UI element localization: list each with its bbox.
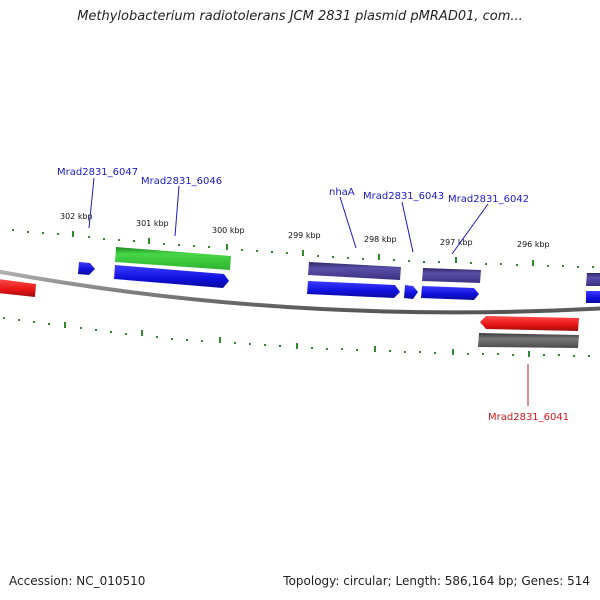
leader-line-6046 xyxy=(174,185,180,237)
lower-scale-ruler xyxy=(3,317,590,357)
cds-arrow-edge[interactable] xyxy=(586,291,600,303)
gene-label-mrad2831-6041[interactable]: Mrad2831_6041 xyxy=(488,412,569,423)
cds-arrow-6046[interactable] xyxy=(114,265,229,288)
gene-label-nhaA[interactable]: nhaA xyxy=(329,187,355,198)
gene-label-mrad2831-6042[interactable]: Mrad2831_6042 xyxy=(448,194,529,205)
cds-arrow-6043[interactable] xyxy=(404,285,418,299)
genome-summary-label: Topology: circular; Length: 586,164 bp; … xyxy=(283,574,590,588)
gene-feature-navy-nhaA[interactable] xyxy=(308,262,401,280)
cds-arrow-6047[interactable] xyxy=(78,262,95,275)
scale-label-299kbp: 299 kbp xyxy=(288,231,321,240)
scale-label-298kbp: 298 kbp xyxy=(364,235,397,244)
gene-feature-navy-edge[interactable] xyxy=(586,273,600,286)
cds-arrow-6041-red[interactable] xyxy=(480,316,579,331)
leader-line-6043 xyxy=(401,201,414,253)
cds-arrow-nhaA[interactable] xyxy=(307,281,400,298)
label-leader-lines xyxy=(88,177,489,255)
scale-label-301kbp: 301 kbp xyxy=(136,219,169,228)
gene-feature-green[interactable] xyxy=(115,247,231,270)
cds-arrow-6042[interactable] xyxy=(421,286,479,300)
accession-label: Accession: NC_010510 xyxy=(9,574,146,588)
scale-label-296kbp: 296 kbp xyxy=(517,240,550,249)
gene-feature-navy-6042[interactable] xyxy=(422,268,481,283)
upper-scale-ruler xyxy=(12,229,594,268)
gene-label-mrad2831-6043[interactable]: Mrad2831_6043 xyxy=(363,191,444,202)
plasmid-backbone xyxy=(0,269,600,315)
leader-line-nhaA xyxy=(339,196,357,249)
gene-label-mrad2831-6047[interactable]: Mrad2831_6047 xyxy=(57,167,138,178)
scale-label-297kbp: 297 kbp xyxy=(440,238,473,247)
scale-label-302kbp: 302 kbp xyxy=(60,212,93,221)
scale-label-300kbp: 300 kbp xyxy=(212,226,245,235)
leader-line-6047 xyxy=(88,177,95,229)
gene-label-mrad2831-6046[interactable]: Mrad2831_6046 xyxy=(141,176,222,187)
gene-feature-red-left[interactable] xyxy=(0,279,36,297)
map-title: Methylobacterium radiotolerans JCM 2831 … xyxy=(77,9,523,24)
leader-line-6042 xyxy=(451,203,489,255)
gene-feature-gray-6041[interactable] xyxy=(478,333,579,348)
